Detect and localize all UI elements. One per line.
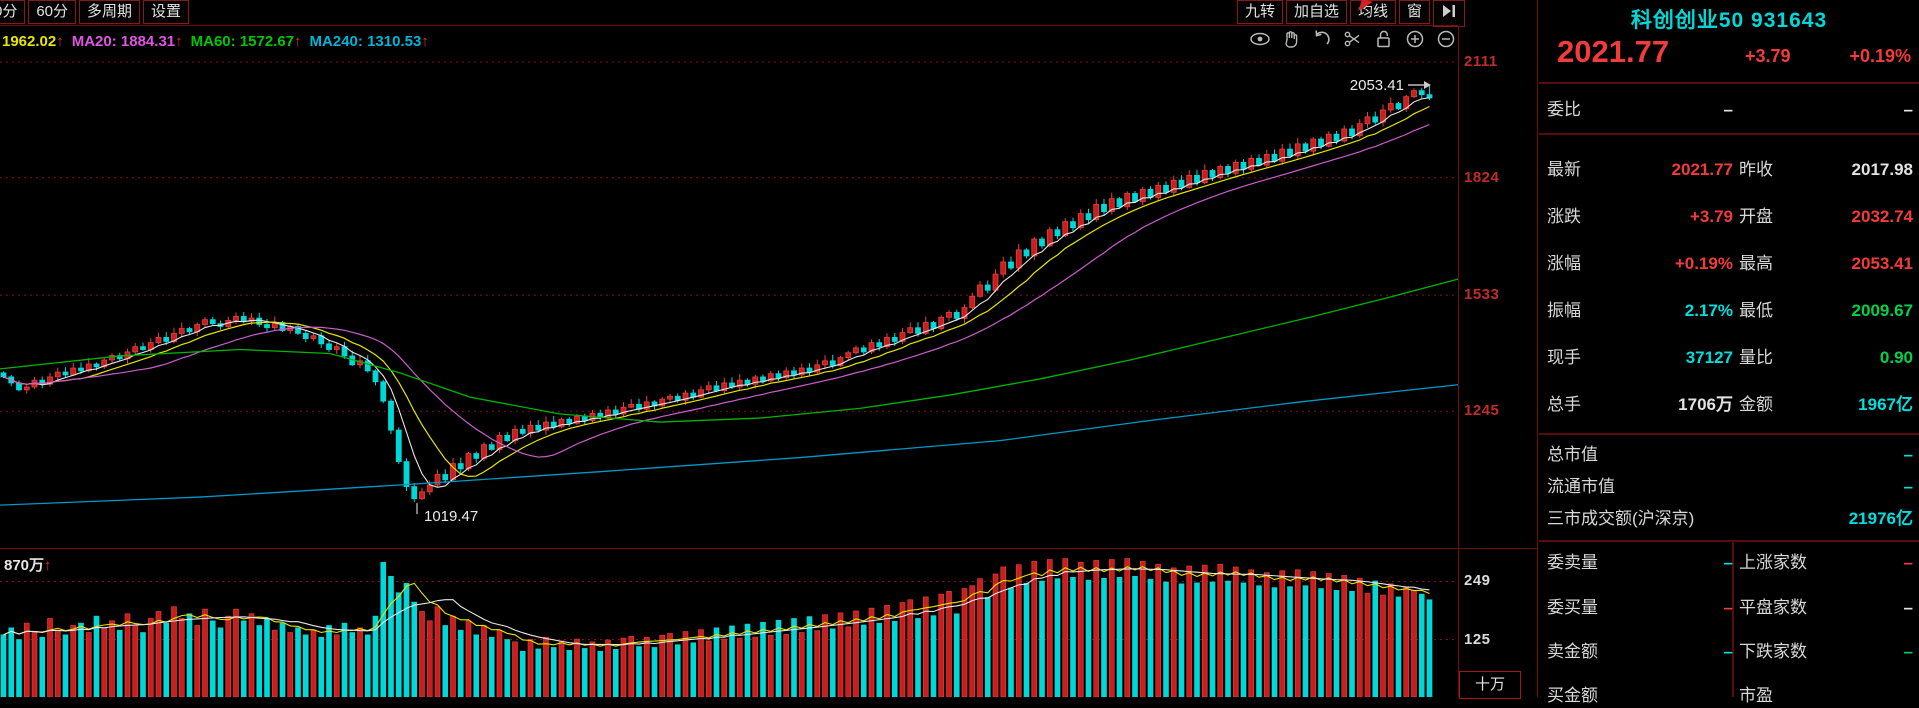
- quote-row-5: 现手 37127 量比 0.90: [1547, 348, 1913, 367]
- quote-row-6: 总手 1706万 金额 1967亿: [1547, 395, 1913, 414]
- tool-tab-2[interactable]: 加自选: [1286, 0, 1348, 24]
- panel-divider: [1539, 133, 1919, 135]
- volume-axis-label: 125: [1464, 630, 1491, 648]
- panel-divider: [1539, 540, 1919, 542]
- price-volume-chart[interactable]: 2053.41 1019.47: [0, 0, 1538, 697]
- zoom-out-icon[interactable]: [1435, 28, 1457, 50]
- volume-pane-label: 870万↑: [4, 554, 52, 575]
- quote-row-2: 涨跌 +3.79 开盘 2032.74: [1547, 207, 1913, 226]
- row-weibi: 委比 – –: [1547, 100, 1913, 119]
- period-tab-3[interactable]: 多周期: [79, 0, 141, 24]
- market-row-1: 总市值 –: [1547, 445, 1913, 464]
- last-price: 2021.77: [1557, 34, 1670, 69]
- instrument-title: 科创创业50 931643: [1630, 9, 1828, 32]
- market-row-3: 三市成交额(沪深京) 21976亿: [1547, 509, 1913, 528]
- price-axis-label: 1245: [1464, 402, 1500, 420]
- volume-pane-value: 870万: [4, 557, 45, 574]
- volume-unit-label: 十万: [1459, 671, 1521, 699]
- order-row-4: 买金额 市盈: [1547, 686, 1773, 705]
- quote-row-3: 涨幅 +0.19% 最高 2053.41: [1547, 254, 1913, 273]
- tool-tab-3[interactable]: 均线: [1350, 0, 1397, 24]
- hand-icon[interactable]: [1280, 28, 1302, 50]
- period-tabs: 0分60分多周期设置: [0, 0, 190, 24]
- order-row-1: 委卖量 – 上涨家数 –: [1547, 553, 1913, 572]
- lock-open-icon[interactable]: [1373, 28, 1395, 50]
- ma-value-1: 1962.02↑: [2, 33, 64, 50]
- undo-icon[interactable]: [1311, 28, 1333, 50]
- price-change-pct: +0.19%: [1849, 46, 1911, 66]
- quote-row-1: 最新 2021.77 昨收 2017.98: [1547, 160, 1913, 179]
- zoom-in-icon[interactable]: [1404, 28, 1426, 50]
- order-row-2: 委买量 – 平盘家数 –: [1547, 598, 1913, 617]
- panel-column-divider: [1732, 540, 1734, 697]
- scissors-icon[interactable]: [1342, 28, 1364, 50]
- volume-axis-label: 249: [1464, 572, 1491, 590]
- ma-info-line: 1962.02↑ MA20: 1884.31↑ MA60: 1572.67↑ MA24…: [2, 33, 437, 50]
- low-annotation: 1019.47: [424, 508, 478, 525]
- eye-icon[interactable]: [1249, 28, 1271, 50]
- order-row-3: 卖金额 – 下跌家数 –: [1547, 642, 1913, 661]
- quote-row-4: 振幅 2.17% 最低 2009.67: [1547, 301, 1913, 320]
- tool-tabs: 九转 加自选 均线窗: [1237, 0, 1466, 27]
- panel-divider: [1539, 82, 1919, 84]
- price-change: +3.79: [1745, 46, 1791, 66]
- panel-divider: [1539, 433, 1919, 435]
- ma-value-4: MA240: 1310.53↑: [309, 33, 429, 50]
- ma-value-2: MA20: 1884.31↑: [71, 33, 183, 50]
- price-axis-label: 2111: [1464, 53, 1498, 70]
- tool-tab-1[interactable]: 九转: [1237, 0, 1284, 24]
- high-annotation: 2053.41: [1350, 77, 1404, 94]
- period-tab-1[interactable]: 0分: [0, 0, 26, 24]
- toolbar-divider: [0, 25, 1458, 26]
- jump-to-latest-icon[interactable]: [1433, 0, 1466, 27]
- chart-toolbar: [1249, 28, 1457, 50]
- price-axis-label: 1824: [1464, 168, 1500, 186]
- period-tab-2[interactable]: 60分: [28, 0, 77, 24]
- price-axis-label: 1533: [1464, 286, 1500, 304]
- up-arrow-icon: ↑: [44, 557, 52, 574]
- quote-panel: 科创创业50 931643 2021.77 +3.79 +0.19% 委比 – – 最…: [1539, 0, 1919, 705]
- market-row-2: 流通市值 –: [1547, 477, 1913, 496]
- period-tab-4[interactable]: 设置: [143, 0, 190, 24]
- tool-tab-4[interactable]: 窗: [1399, 0, 1431, 24]
- ma-value-3: MA60: 1572.67↑: [190, 33, 302, 50]
